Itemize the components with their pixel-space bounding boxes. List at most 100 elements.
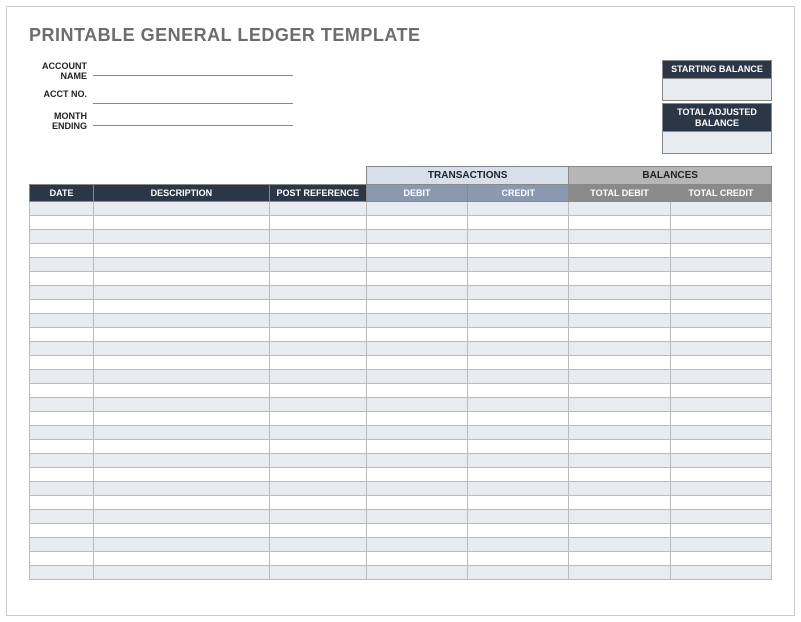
table-cell[interactable] bbox=[468, 258, 569, 272]
table-cell[interactable] bbox=[569, 552, 670, 566]
table-cell[interactable] bbox=[269, 412, 366, 426]
table-cell[interactable] bbox=[94, 440, 270, 454]
table-cell[interactable] bbox=[468, 300, 569, 314]
table-cell[interactable] bbox=[569, 384, 670, 398]
table-cell[interactable] bbox=[94, 328, 270, 342]
table-cell[interactable] bbox=[30, 244, 94, 258]
table-cell[interactable] bbox=[468, 440, 569, 454]
table-cell[interactable] bbox=[366, 314, 467, 328]
table-cell[interactable] bbox=[269, 384, 366, 398]
table-cell[interactable] bbox=[30, 216, 94, 230]
table-cell[interactable] bbox=[30, 286, 94, 300]
table-cell[interactable] bbox=[94, 426, 270, 440]
table-cell[interactable] bbox=[468, 426, 569, 440]
table-cell[interactable] bbox=[569, 202, 670, 216]
table-cell[interactable] bbox=[30, 468, 94, 482]
table-cell[interactable] bbox=[269, 468, 366, 482]
table-cell[interactable] bbox=[269, 356, 366, 370]
table-cell[interactable] bbox=[366, 412, 467, 426]
table-cell[interactable] bbox=[468, 412, 569, 426]
table-cell[interactable] bbox=[94, 230, 270, 244]
account-name-input[interactable] bbox=[93, 60, 293, 76]
table-cell[interactable] bbox=[366, 272, 467, 286]
table-cell[interactable] bbox=[30, 258, 94, 272]
table-cell[interactable] bbox=[468, 356, 569, 370]
table-cell[interactable] bbox=[468, 496, 569, 510]
table-cell[interactable] bbox=[94, 286, 270, 300]
table-cell[interactable] bbox=[30, 566, 94, 580]
table-cell[interactable] bbox=[30, 524, 94, 538]
table-cell[interactable] bbox=[94, 524, 270, 538]
table-cell[interactable] bbox=[269, 440, 366, 454]
table-cell[interactable] bbox=[569, 216, 670, 230]
table-cell[interactable] bbox=[569, 482, 670, 496]
table-cell[interactable] bbox=[670, 314, 771, 328]
table-cell[interactable] bbox=[94, 356, 270, 370]
table-cell[interactable] bbox=[569, 566, 670, 580]
table-cell[interactable] bbox=[30, 384, 94, 398]
table-cell[interactable] bbox=[269, 272, 366, 286]
table-cell[interactable] bbox=[366, 398, 467, 412]
table-cell[interactable] bbox=[569, 370, 670, 384]
table-cell[interactable] bbox=[569, 524, 670, 538]
acct-no-input[interactable] bbox=[93, 88, 293, 104]
table-cell[interactable] bbox=[670, 510, 771, 524]
table-cell[interactable] bbox=[30, 510, 94, 524]
table-cell[interactable] bbox=[569, 272, 670, 286]
table-cell[interactable] bbox=[468, 328, 569, 342]
table-cell[interactable] bbox=[366, 524, 467, 538]
table-cell[interactable] bbox=[366, 300, 467, 314]
table-cell[interactable] bbox=[269, 538, 366, 552]
table-cell[interactable] bbox=[94, 482, 270, 496]
table-cell[interactable] bbox=[569, 356, 670, 370]
table-cell[interactable] bbox=[670, 300, 771, 314]
table-cell[interactable] bbox=[30, 496, 94, 510]
table-cell[interactable] bbox=[366, 440, 467, 454]
table-cell[interactable] bbox=[569, 398, 670, 412]
table-cell[interactable] bbox=[569, 468, 670, 482]
table-cell[interactable] bbox=[269, 398, 366, 412]
table-cell[interactable] bbox=[94, 342, 270, 356]
table-cell[interactable] bbox=[670, 552, 771, 566]
table-cell[interactable] bbox=[569, 328, 670, 342]
table-cell[interactable] bbox=[569, 300, 670, 314]
table-cell[interactable] bbox=[94, 272, 270, 286]
table-cell[interactable] bbox=[366, 370, 467, 384]
table-cell[interactable] bbox=[94, 510, 270, 524]
table-cell[interactable] bbox=[94, 454, 270, 468]
table-cell[interactable] bbox=[468, 566, 569, 580]
table-cell[interactable] bbox=[366, 510, 467, 524]
table-cell[interactable] bbox=[670, 538, 771, 552]
table-cell[interactable] bbox=[468, 230, 569, 244]
table-cell[interactable] bbox=[468, 342, 569, 356]
table-cell[interactable] bbox=[30, 272, 94, 286]
table-cell[interactable] bbox=[670, 412, 771, 426]
table-cell[interactable] bbox=[366, 384, 467, 398]
table-cell[interactable] bbox=[30, 314, 94, 328]
table-cell[interactable] bbox=[366, 342, 467, 356]
table-cell[interactable] bbox=[94, 244, 270, 258]
table-cell[interactable] bbox=[269, 328, 366, 342]
table-cell[interactable] bbox=[94, 412, 270, 426]
table-cell[interactable] bbox=[269, 524, 366, 538]
table-cell[interactable] bbox=[670, 356, 771, 370]
table-cell[interactable] bbox=[569, 342, 670, 356]
table-cell[interactable] bbox=[269, 202, 366, 216]
table-cell[interactable] bbox=[30, 412, 94, 426]
table-cell[interactable] bbox=[30, 440, 94, 454]
table-cell[interactable] bbox=[670, 342, 771, 356]
table-cell[interactable] bbox=[94, 398, 270, 412]
table-cell[interactable] bbox=[468, 398, 569, 412]
table-cell[interactable] bbox=[670, 258, 771, 272]
table-cell[interactable] bbox=[468, 552, 569, 566]
table-cell[interactable] bbox=[468, 524, 569, 538]
table-cell[interactable] bbox=[30, 300, 94, 314]
table-cell[interactable] bbox=[670, 398, 771, 412]
table-cell[interactable] bbox=[569, 412, 670, 426]
table-cell[interactable] bbox=[670, 216, 771, 230]
table-cell[interactable] bbox=[366, 328, 467, 342]
table-cell[interactable] bbox=[670, 328, 771, 342]
table-cell[interactable] bbox=[30, 454, 94, 468]
table-cell[interactable] bbox=[670, 482, 771, 496]
table-cell[interactable] bbox=[670, 454, 771, 468]
